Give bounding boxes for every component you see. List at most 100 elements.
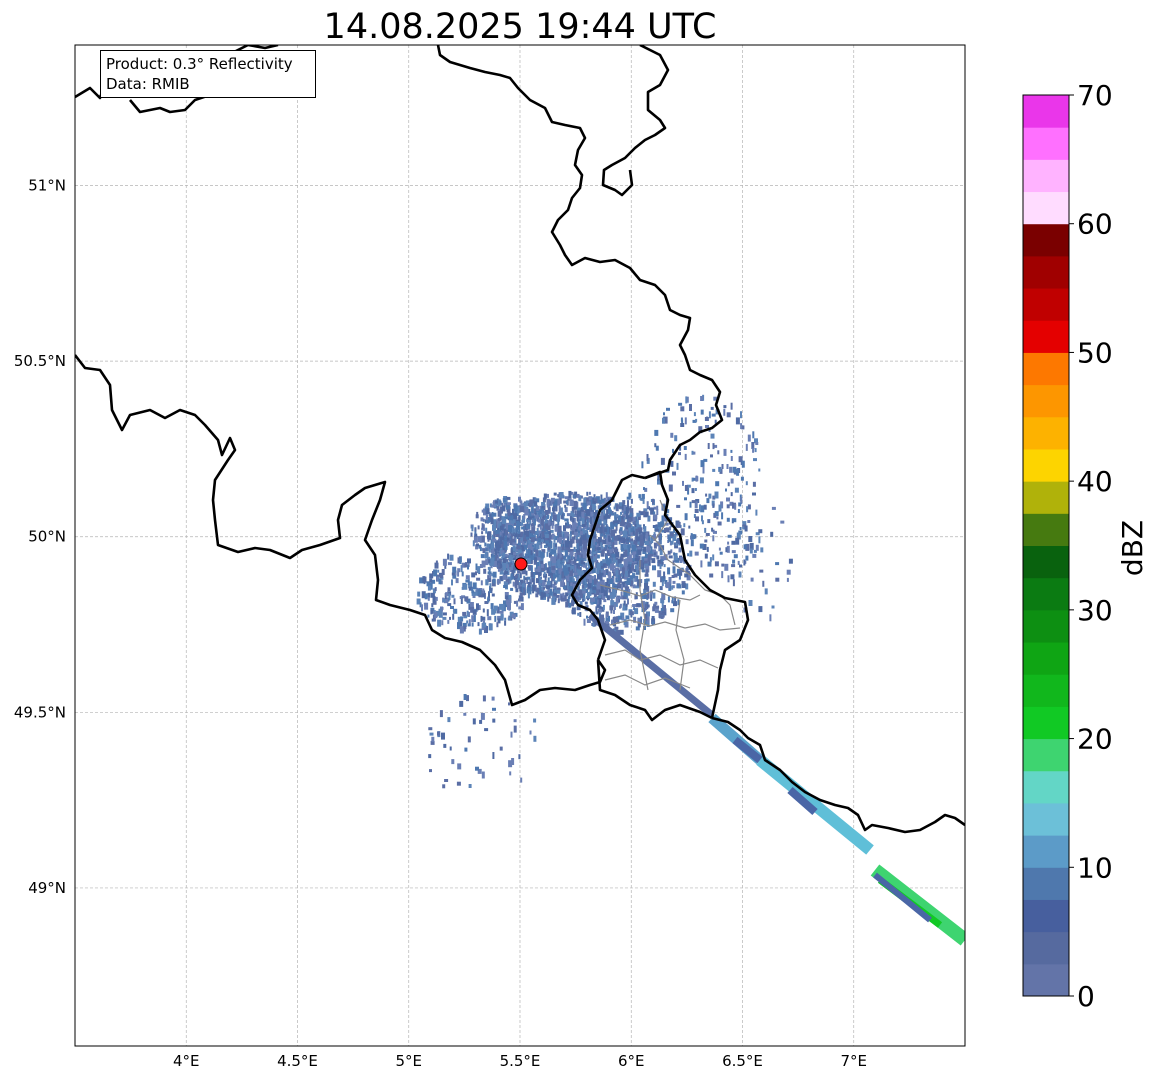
echo-pixel <box>543 536 547 544</box>
echo-pixel <box>512 560 515 566</box>
echo-pixel <box>494 530 499 535</box>
echo-pixel <box>653 506 657 510</box>
echo-pixel <box>570 511 575 518</box>
echo-pixel <box>619 603 622 608</box>
radar-site-marker <box>514 557 528 571</box>
echo-pixel <box>506 502 511 506</box>
echo-pixel <box>488 623 493 631</box>
echo-pixel <box>645 511 649 517</box>
echo-pixel <box>644 613 648 621</box>
echo-pixel <box>509 563 513 566</box>
echo-pixel <box>737 509 740 513</box>
echo-pixel <box>542 514 546 520</box>
echo-pixel <box>725 488 727 492</box>
echo-pixel <box>626 564 631 568</box>
echo-pixel <box>688 525 691 529</box>
echo-pixel <box>604 534 607 538</box>
echo-pixel <box>506 504 510 510</box>
echo-pixel <box>455 578 459 584</box>
echo-pixel <box>666 407 670 411</box>
echo-pixel <box>675 522 678 526</box>
echo-pixel <box>615 559 618 567</box>
echo-pixel <box>653 534 657 541</box>
echo-pixel <box>485 527 488 534</box>
echo-pixel <box>663 412 665 416</box>
echo-pixel <box>518 496 521 502</box>
colorbar-frame <box>1022 94 1070 997</box>
echo-pixel <box>651 558 656 564</box>
echo-pixel <box>558 512 562 516</box>
echo-pixel <box>635 527 640 533</box>
echo-pixel <box>502 552 506 558</box>
echo-pixel <box>534 567 539 572</box>
echo-pixel <box>704 527 707 533</box>
echo-pixel <box>600 498 605 505</box>
echo-pixel <box>553 560 558 568</box>
echo-pixel <box>725 547 728 553</box>
echo-pixel <box>604 528 608 533</box>
echo-pixel <box>582 551 587 559</box>
echo-pixel <box>505 598 510 605</box>
echo-pixel <box>527 539 531 545</box>
echo-pixel <box>486 514 488 521</box>
echo-pixel <box>546 567 551 574</box>
echo-pixel <box>437 569 440 573</box>
echo-pixel <box>511 569 515 574</box>
echo-pixel <box>577 585 580 589</box>
echo-pixel <box>650 507 655 515</box>
echo-pixel <box>634 565 638 570</box>
echo-pixel <box>544 545 547 548</box>
echo-pixel <box>496 505 500 511</box>
echo-pixel <box>639 539 644 547</box>
echo-pixel <box>623 533 626 537</box>
echo-pixel <box>712 468 716 472</box>
echo-pixel <box>704 539 708 543</box>
echo-pixel <box>618 563 622 568</box>
echo-pixel <box>591 568 596 573</box>
echo-pixel <box>544 532 547 536</box>
echo-pixel <box>498 559 502 562</box>
echo-pixel <box>487 531 492 536</box>
echo-pixel <box>520 603 524 611</box>
echo-pixel <box>546 551 549 557</box>
echo-pixel <box>479 535 482 543</box>
echo-pixel <box>585 589 589 593</box>
echo-pixel <box>514 505 517 513</box>
echo-pixel <box>630 580 633 587</box>
echo-pixel <box>734 487 739 493</box>
echo-pixel <box>489 563 494 567</box>
echo-pixel <box>557 598 560 604</box>
echo-pixel <box>664 522 669 526</box>
echo-pixel <box>572 556 575 560</box>
echo-pixel <box>700 460 705 468</box>
echo-pixel <box>544 510 549 515</box>
echo-pixel <box>499 576 504 582</box>
echo-pixel <box>536 587 540 595</box>
echo-pixel <box>476 511 479 516</box>
echo-pixel <box>556 589 561 594</box>
echo-pixel <box>463 583 468 590</box>
echo-pixel <box>510 520 514 528</box>
echo-pixel <box>452 573 457 579</box>
echo-pixel <box>727 534 732 538</box>
echo-pixel <box>526 523 530 529</box>
echo-pixel <box>563 525 566 532</box>
echo-pixel <box>514 533 518 538</box>
echo-pixel <box>520 545 524 551</box>
echo-pixel <box>645 569 649 576</box>
echo-pixel <box>672 580 676 584</box>
echo-pixel <box>583 534 587 540</box>
echo-pixel <box>583 577 588 582</box>
echo-pixel <box>600 513 603 517</box>
lon-tick-label: 4°E <box>173 1052 200 1070</box>
echo-pixel <box>530 546 533 553</box>
echo-pixel <box>690 535 692 540</box>
echo-pixel <box>657 478 661 485</box>
echo-pixel <box>631 549 635 553</box>
echo-pixel <box>540 518 544 526</box>
echo-pixel <box>680 406 685 412</box>
echo-pixel <box>674 558 677 562</box>
echo-pixel <box>439 710 443 718</box>
echo-pixel <box>530 572 534 577</box>
echo-pixel <box>598 598 602 605</box>
